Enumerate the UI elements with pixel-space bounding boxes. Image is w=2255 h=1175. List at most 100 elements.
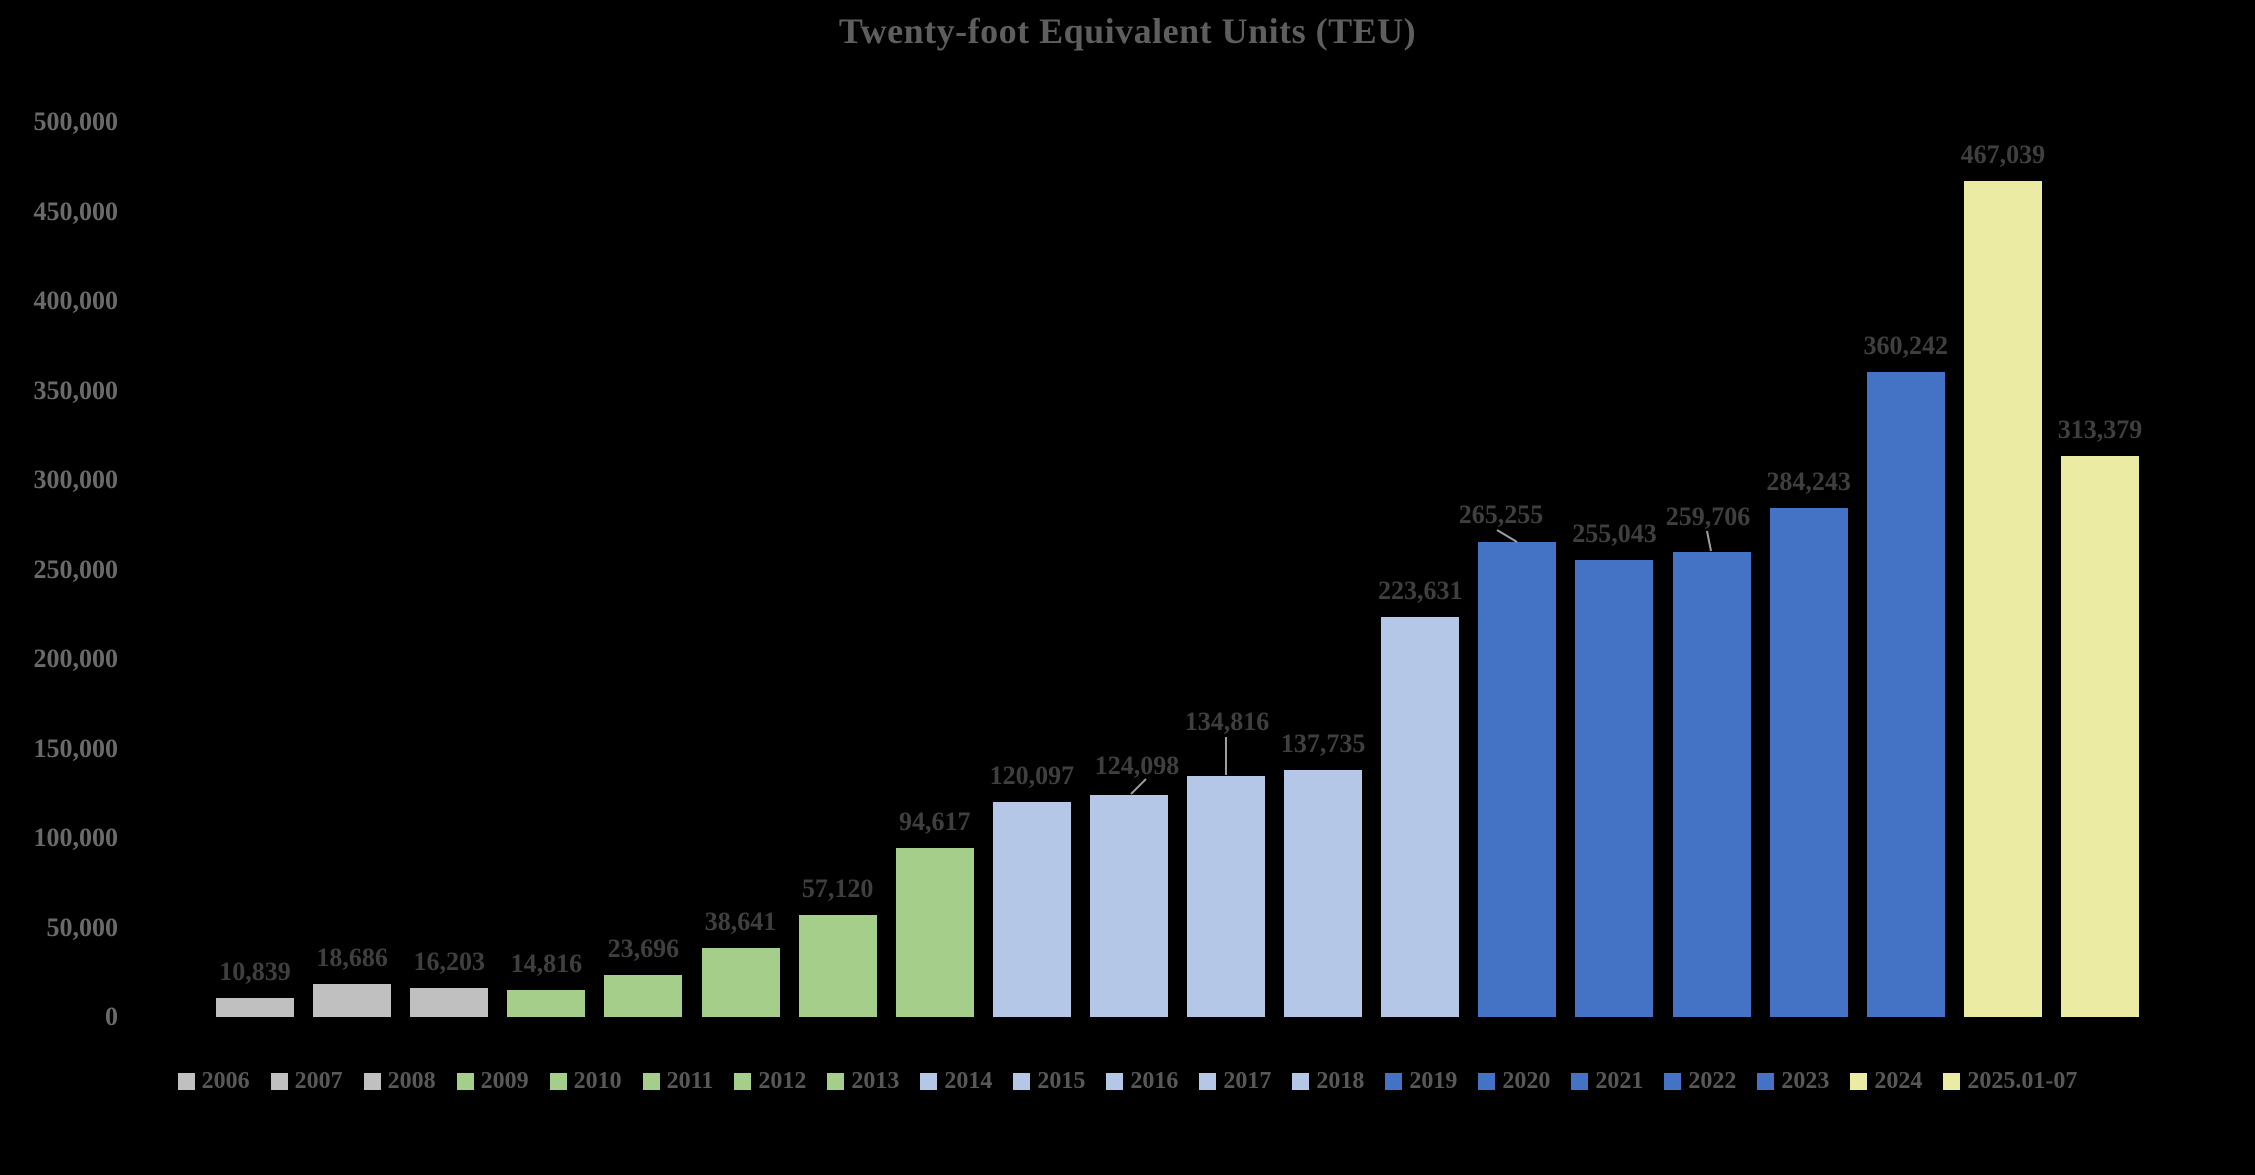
bar-value-label-2006: 10,839 [219, 956, 291, 986]
bar-value-label-2015: 124,098 [1094, 751, 1180, 780]
y-axis-tick-label: 100,000 [33, 823, 119, 852]
legend-label: 2020 [1502, 1068, 1551, 1094]
legend-item-2024: 2024 [1850, 1068, 1922, 1095]
legend-swatch-icon [1106, 1073, 1124, 1090]
bar-2015 [1089, 794, 1168, 1017]
bar-2024 [1963, 181, 2042, 1017]
legend-swatch-icon [363, 1073, 381, 1090]
bar-value-label-2011: 38,641 [704, 906, 777, 936]
leader-line-2021 [1706, 530, 1712, 552]
legend-item-2025.01-07: 2025.01-07 [1943, 1068, 2077, 1095]
legend-swatch-icon [1850, 1073, 1868, 1090]
leader-line-2015 [1130, 778, 1147, 795]
legend-label: 2007 [294, 1068, 343, 1094]
legend-item-2016: 2016 [1106, 1068, 1178, 1095]
legend-label: 2010 [573, 1068, 622, 1094]
bar-2025.01-07 [2060, 456, 2139, 1017]
bar-2012 [798, 914, 877, 1017]
bar-value-label-2017: 137,735 [1280, 729, 1366, 759]
legend-swatch-icon [456, 1073, 474, 1090]
legend-swatch-icon [920, 1073, 938, 1090]
y-axis-tick-label: 0 [105, 1002, 118, 1031]
legend-item-2018: 2018 [1292, 1068, 1364, 1095]
legend-label: 2024 [1874, 1068, 1923, 1094]
legend-swatch-icon [1385, 1073, 1403, 1090]
legend-label: 2012 [758, 1068, 807, 1094]
legend-item-2019: 2019 [1385, 1068, 1457, 1095]
y-axis-tick-label: 50,000 [46, 912, 119, 942]
bar-value-label-2023: 360,242 [1863, 331, 1949, 361]
legend-swatch-icon [270, 1073, 288, 1090]
legend-label: 2009 [480, 1068, 529, 1094]
legend-swatch-icon [1478, 1073, 1496, 1090]
bar-value-label-2010: 23,696 [607, 933, 680, 963]
bar-value-label-2009: 14,816 [510, 949, 583, 979]
bar-value-label-2014: 120,097 [989, 761, 1075, 791]
bar-value-label-2020: 255,043 [1572, 519, 1657, 549]
y-axis-tick-label: 350,000 [33, 375, 119, 405]
bar-2022 [1769, 508, 1848, 1017]
bar-value-label-2022: 284,243 [1766, 467, 1851, 497]
bar-2016 [1187, 775, 1266, 1017]
bar-2010 [604, 974, 683, 1017]
y-axis-tick-label: 400,000 [33, 286, 119, 315]
bar-value-label-2018: 223,631 [1378, 575, 1463, 605]
legend-item-2012: 2012 [734, 1068, 806, 1095]
legend-swatch-icon [1292, 1073, 1310, 1090]
legend-swatch-icon [642, 1073, 660, 1090]
legend-label: 2023 [1781, 1068, 1830, 1094]
bar-value-label-2025.01-07: 313,379 [2057, 415, 2143, 445]
bar-value-label-2007: 18,686 [316, 942, 388, 972]
legend-item-2023: 2023 [1757, 1068, 1829, 1095]
legend-swatch-icon [734, 1073, 752, 1090]
bar-2013 [895, 847, 974, 1017]
bar-value-label-2019: 265,255 [1458, 500, 1544, 529]
bar-value-label-2016: 134,816 [1184, 707, 1270, 736]
bar-2008 [410, 987, 489, 1017]
legend-swatch-icon [1013, 1073, 1031, 1090]
bar-2018 [1381, 616, 1460, 1017]
legend-item-2014: 2014 [920, 1068, 992, 1095]
bar-2011 [701, 947, 780, 1017]
legend-swatch-icon [1757, 1073, 1775, 1090]
y-axis-tick-label: 250,000 [33, 554, 119, 584]
legend-label: 2006 [201, 1068, 250, 1094]
bar-2017 [1284, 770, 1363, 1017]
legend-swatch-icon [1664, 1073, 1682, 1090]
legend-label: 2017 [1223, 1068, 1272, 1094]
legend-item-2022: 2022 [1664, 1068, 1736, 1095]
legend-label: 2015 [1037, 1068, 1086, 1094]
chart-title: Twenty-foot Equivalent Units (TEU) [838, 11, 1417, 51]
legend-label: 2016 [1130, 1068, 1179, 1094]
bar-value-label-2021: 259,706 [1665, 502, 1751, 531]
bar-value-label-2012: 57,120 [801, 873, 874, 903]
legend-item-2007: 2007 [270, 1068, 343, 1095]
legend-label: 2013 [851, 1068, 900, 1094]
bar-value-label-2008: 16,203 [413, 946, 485, 976]
bar-2021 [1672, 552, 1751, 1017]
legend-item-2013: 2013 [827, 1068, 899, 1095]
legend-item-2015: 2015 [1013, 1068, 1085, 1095]
legend-item-2008: 2008 [363, 1068, 436, 1095]
bar-value-label-2024: 467,039 [1960, 140, 2046, 169]
y-axis-tick-label: 450,000 [33, 196, 119, 226]
legend-item-2021: 2021 [1571, 1068, 1643, 1095]
legend-item-2009: 2009 [456, 1068, 529, 1095]
legend-item-2010: 2010 [549, 1068, 622, 1095]
legend-label: 2021 [1595, 1068, 1644, 1094]
legend-label: 2018 [1316, 1068, 1365, 1094]
legend-item-2006: 2006 [177, 1068, 250, 1095]
legend-label: 2025.01-07 [1967, 1068, 2078, 1094]
bar-2023 [1866, 372, 1945, 1017]
bar-2006 [216, 997, 294, 1017]
chart-legend: 2006 2007 2008 2009 2010 2011 2012 2013 2014 2015… [0, 1068, 2255, 1095]
legend-label: 2011 [666, 1068, 714, 1094]
y-axis-tick-label: 200,000 [33, 644, 119, 673]
bar-2020 [1575, 560, 1654, 1017]
legend-swatch-icon [1199, 1073, 1217, 1090]
legend-label: 2008 [387, 1068, 436, 1094]
bar-2014 [992, 802, 1071, 1017]
legend-swatch-icon [1571, 1073, 1589, 1090]
legend-swatch-icon [177, 1073, 195, 1090]
